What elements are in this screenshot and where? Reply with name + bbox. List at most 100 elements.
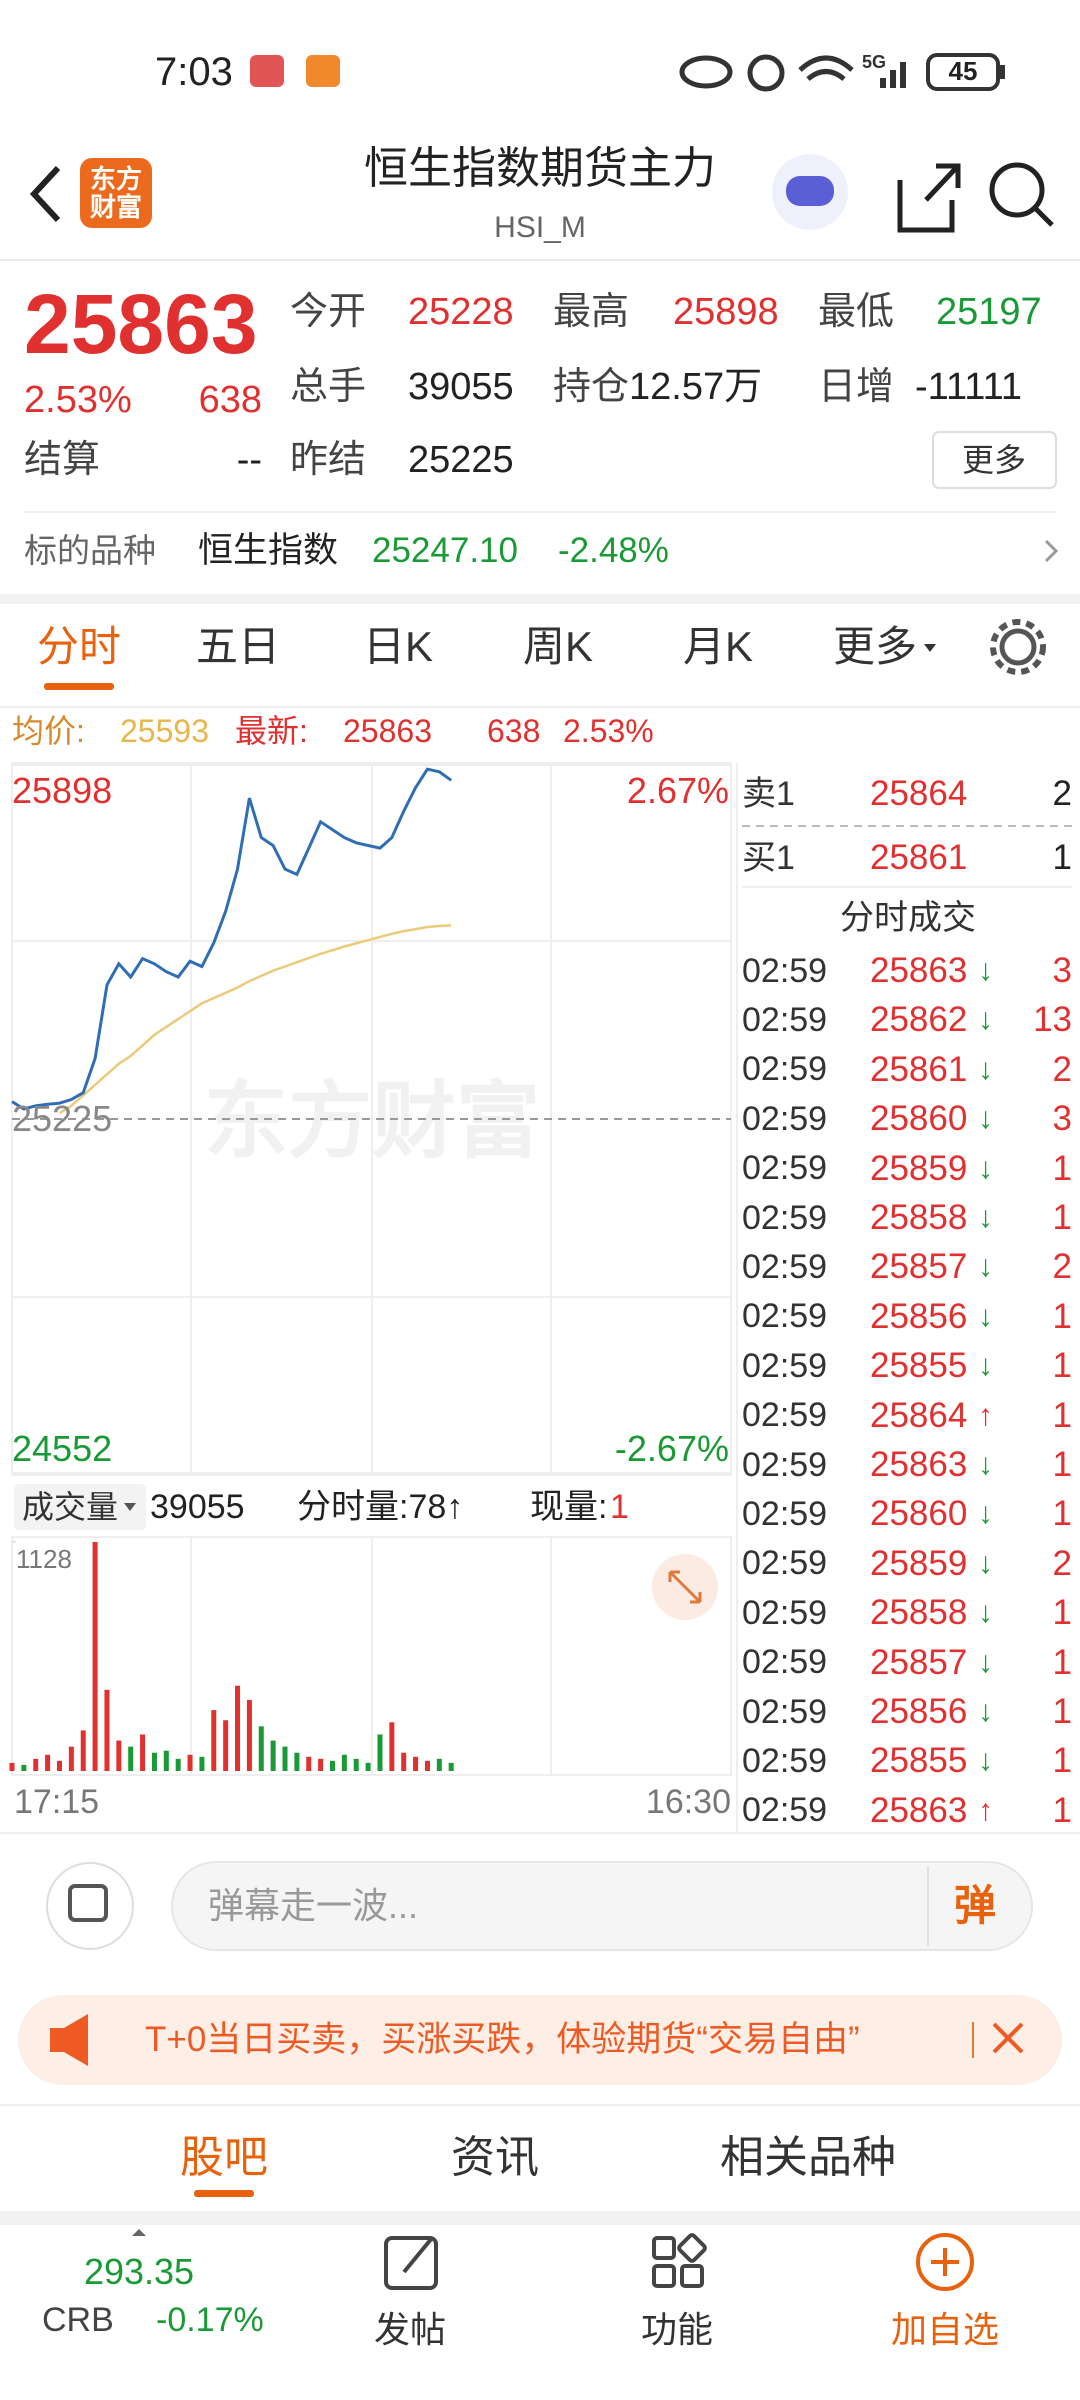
volume-bar <box>151 1752 157 1771</box>
volume-bar <box>187 1754 193 1771</box>
trade-price: 25855 <box>870 1741 968 1780</box>
volume-bar <box>401 1752 407 1771</box>
danmaku-settings[interactable] <box>46 1862 134 1950</box>
trade-price: 25864 <box>870 1396 968 1435</box>
last-price: 25863 <box>24 277 258 371</box>
volume-bar <box>306 1756 312 1771</box>
trade-volume: 1 <box>1052 1741 1072 1780</box>
content-tab[interactable]: 相关品种 <box>720 2133 896 2182</box>
trade-price: 25856 <box>870 1297 968 1336</box>
chart-frame <box>11 762 732 1776</box>
trade-direction: ↓ <box>978 1250 993 1283</box>
trade-time: 02:59 <box>742 1050 828 1088</box>
more-button[interactable] <box>932 431 1057 489</box>
latest-pct: 2.53% <box>563 713 654 749</box>
trade-volume: 1 <box>1052 1198 1072 1237</box>
trade-volume: 2 <box>1052 1247 1072 1286</box>
trade-volume: 1 <box>1052 1494 1072 1533</box>
book-label: 卖1 <box>742 775 795 813</box>
chart-tab[interactable]: 更多 <box>832 623 918 670</box>
trade-price: 25858 <box>870 1198 968 1237</box>
promo-banner[interactable] <box>18 1995 1062 2085</box>
y-tick-label: 1128 <box>16 1544 72 1574</box>
volume-bar <box>211 1710 217 1771</box>
chart-tab[interactable]: 日K <box>362 623 434 670</box>
volume-bar <box>258 1726 264 1771</box>
y-tick-label: 25898 <box>12 770 113 811</box>
battery-icon <box>926 53 1000 91</box>
volume-label[interactable]: 成交量 <box>22 1489 119 1525</box>
trade-volume: 3 <box>1052 1099 1072 1138</box>
chart-tab[interactable]: 月K <box>682 623 754 670</box>
back-icon[interactable] <box>29 165 61 223</box>
search-icon[interactable] <box>989 162 1045 218</box>
field-value: 25898 <box>673 291 779 333</box>
trade-time: 02:59 <box>742 1693 828 1731</box>
trade-time: 02:59 <box>742 1248 828 1286</box>
book-volume: 1 <box>1052 838 1072 877</box>
field-label: 最低 <box>818 291 895 333</box>
volume-selector[interactable] <box>14 1484 146 1530</box>
chart-tab[interactable]: 周K <box>522 623 594 670</box>
settings-icon[interactable] <box>999 628 1037 666</box>
close-icon[interactable] <box>992 2022 1024 2054</box>
trade-time: 02:59 <box>742 1149 828 1187</box>
field-value: -- <box>236 439 262 481</box>
trade-time: 02:59 <box>742 1297 828 1335</box>
trade-time: 02:59 <box>742 1594 828 1632</box>
nav-item[interactable]: 功能 <box>640 2309 714 2350</box>
trade-direction: ↓ <box>978 1201 993 1234</box>
content-tab[interactable]: 股吧 <box>180 2133 268 2182</box>
field-label: 今开 <box>290 291 367 333</box>
underlying-change: -2.48% <box>558 531 669 570</box>
comment-input[interactable] <box>171 1861 1033 1951</box>
index-value[interactable]: 293.35 <box>83 2251 195 2292</box>
book-volume: 2 <box>1052 774 1072 813</box>
trade-time: 02:59 <box>742 1001 828 1039</box>
trade-price: 25863 <box>870 951 968 990</box>
avg-value: 25593 <box>120 713 209 749</box>
volume-bar <box>92 1542 98 1771</box>
volume-bar <box>56 1760 62 1771</box>
volume-bar <box>329 1760 335 1771</box>
volume-bar <box>175 1758 181 1771</box>
field-label: 最高 <box>553 291 630 333</box>
trade-volume: 1 <box>1052 1692 1072 1731</box>
trade-direction: ↓ <box>978 1003 993 1036</box>
volume-bar <box>341 1754 347 1771</box>
assistant-face <box>786 176 834 206</box>
latest-change: 638 <box>487 713 541 749</box>
separator <box>0 2211 1080 2225</box>
volume-bar <box>294 1752 300 1771</box>
field-value: 25197 <box>936 291 1042 333</box>
comment-placeholder[interactable]: 弹幕走一波... <box>208 1885 419 1926</box>
trade-direction: ↓ <box>978 1596 993 1629</box>
danmaku-button[interactable]: 弹 <box>953 1882 997 1929</box>
y-tick-label: 25225 <box>12 1098 113 1139</box>
trade-volume: 1 <box>1052 1346 1072 1385</box>
volume-bar <box>413 1756 419 1771</box>
trade-direction: ↓ <box>978 1152 993 1185</box>
trade-price: 25860 <box>870 1494 968 1533</box>
field-label: 持仓 <box>553 366 630 408</box>
volume-bar <box>246 1699 252 1771</box>
clock: 7:03 <box>155 50 233 94</box>
nav-item[interactable]: 发帖 <box>373 2309 447 2350</box>
volume-bar <box>128 1746 134 1771</box>
chart-tab[interactable]: 五日 <box>195 623 281 670</box>
trade-price: 25863 <box>870 1791 968 1830</box>
volume-bar <box>199 1756 205 1771</box>
tab-indicator <box>44 683 114 690</box>
dropdown-caret <box>924 644 936 652</box>
logo <box>80 158 152 228</box>
more-button-label[interactable]: 更多 <box>961 442 1027 478</box>
share-icon[interactable] <box>897 163 961 233</box>
content-tab[interactable]: 资讯 <box>451 2133 539 2182</box>
banner-text[interactable]: T+0当日买卖，买涨买跌，体验期货“交易自由” <box>145 2020 860 2059</box>
trade-volume: 13 <box>1033 1000 1072 1039</box>
trade-direction: ↓ <box>978 1300 993 1333</box>
chart-tab[interactable]: 分时 <box>36 623 122 670</box>
nav-item[interactable]: 加自选 <box>890 2309 1000 2350</box>
latest-label: 最新: <box>235 713 308 749</box>
